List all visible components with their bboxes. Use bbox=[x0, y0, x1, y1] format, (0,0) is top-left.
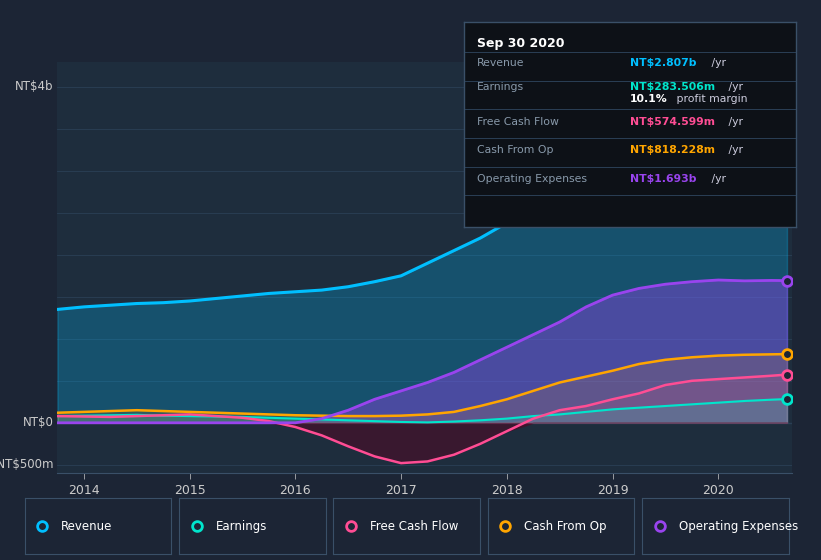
Text: Cash From Op: Cash From Op bbox=[477, 145, 553, 155]
Text: Operating Expenses: Operating Expenses bbox=[679, 520, 798, 533]
Text: profit margin: profit margin bbox=[673, 94, 748, 104]
Text: Operating Expenses: Operating Expenses bbox=[477, 174, 587, 184]
Text: NT$283.506m: NT$283.506m bbox=[631, 82, 715, 92]
Text: Revenue: Revenue bbox=[62, 520, 112, 533]
Text: -NT$500m: -NT$500m bbox=[0, 458, 54, 472]
Text: NT$1.693b: NT$1.693b bbox=[631, 174, 696, 184]
Text: Free Cash Flow: Free Cash Flow bbox=[370, 520, 458, 533]
Text: /yr: /yr bbox=[725, 145, 743, 155]
Text: 10.1%: 10.1% bbox=[631, 94, 667, 104]
Text: NT$2.807b: NT$2.807b bbox=[631, 58, 696, 68]
Text: Earnings: Earnings bbox=[477, 82, 525, 92]
Text: Earnings: Earnings bbox=[216, 520, 267, 533]
Text: Free Cash Flow: Free Cash Flow bbox=[477, 116, 559, 127]
Text: NT$574.599m: NT$574.599m bbox=[631, 116, 715, 127]
Text: /yr: /yr bbox=[725, 82, 743, 92]
Text: Revenue: Revenue bbox=[477, 58, 525, 68]
Text: Sep 30 2020: Sep 30 2020 bbox=[477, 37, 565, 50]
Text: /yr: /yr bbox=[725, 116, 743, 127]
Text: NT$0: NT$0 bbox=[23, 416, 54, 430]
Text: Cash From Op: Cash From Op bbox=[525, 520, 607, 533]
Text: NT$818.228m: NT$818.228m bbox=[631, 145, 715, 155]
Text: /yr: /yr bbox=[708, 58, 726, 68]
Text: /yr: /yr bbox=[708, 174, 726, 184]
Text: NT$4b: NT$4b bbox=[16, 80, 54, 94]
